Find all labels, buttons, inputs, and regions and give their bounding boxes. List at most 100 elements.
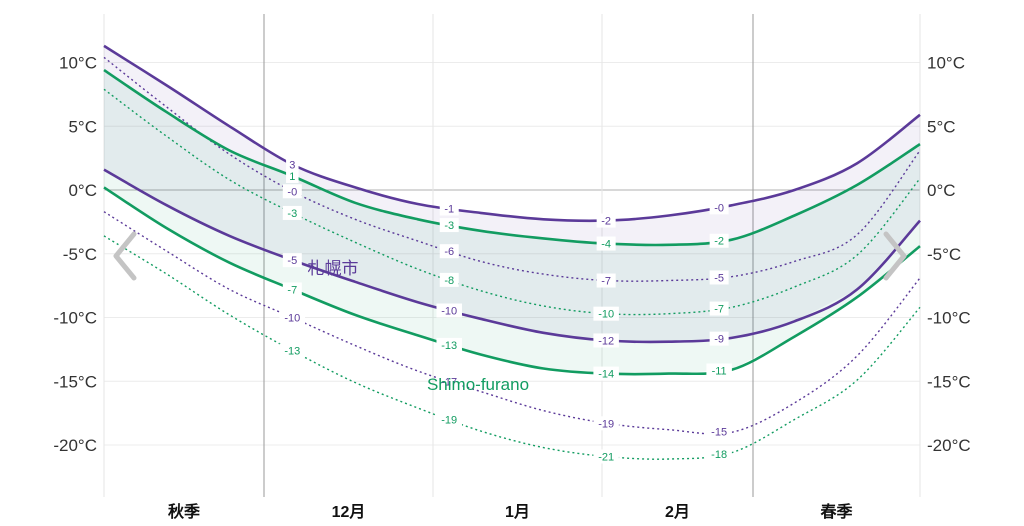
data-label: -8 bbox=[444, 275, 454, 287]
data-label-bg bbox=[279, 310, 306, 325]
data-label: -3 bbox=[444, 220, 454, 232]
data-label: -2 bbox=[601, 216, 611, 228]
data-label: -0 bbox=[714, 202, 724, 214]
data-label-bg bbox=[286, 157, 299, 172]
data-label: -2 bbox=[714, 236, 724, 248]
data-label: -19 bbox=[598, 418, 614, 430]
grid bbox=[103, 14, 921, 497]
next-arrow-icon[interactable] bbox=[878, 228, 912, 284]
data-label-bg bbox=[439, 244, 459, 259]
data-label: -7 bbox=[287, 284, 297, 296]
data-label-bg bbox=[439, 201, 459, 216]
y-tick-label-left: -10°C bbox=[53, 309, 97, 328]
data-label: -14 bbox=[598, 369, 614, 381]
data-label-bg bbox=[593, 416, 619, 431]
period-label: 春季 bbox=[819, 502, 853, 521]
series-name-shimo-furano: Shimo-furano bbox=[427, 375, 529, 394]
dotted-sapporo-low bbox=[103, 211, 921, 435]
y-tick-label-left: -15°C bbox=[53, 372, 97, 391]
y-tick-label-left: 5°C bbox=[68, 117, 97, 136]
line-shimo-furano-high bbox=[103, 69, 921, 247]
period-label: 12月 bbox=[332, 503, 366, 521]
series-lines bbox=[103, 44, 921, 460]
y-tick-label-right: 10°C bbox=[927, 54, 965, 73]
data-label-bg bbox=[439, 218, 459, 233]
data-label-bg bbox=[596, 273, 616, 288]
data-label-bg bbox=[706, 363, 732, 378]
data-label-bg bbox=[596, 236, 616, 251]
line-sapporo-low bbox=[103, 168, 921, 344]
data-label-bg bbox=[709, 200, 729, 215]
data-label: -1 bbox=[444, 203, 454, 215]
data-label: -10 bbox=[284, 313, 300, 325]
data-label-bg bbox=[593, 449, 619, 464]
data-label: -7 bbox=[601, 276, 611, 288]
data-label: -3 bbox=[287, 208, 297, 220]
data-label-bg bbox=[439, 272, 459, 287]
dotted-shimo-furano-high bbox=[103, 88, 921, 316]
y-tick-label-right: 5°C bbox=[927, 117, 956, 136]
data-label-bg bbox=[436, 412, 462, 427]
data-label-bg bbox=[282, 184, 302, 199]
y-tick-label-right: -15°C bbox=[927, 372, 971, 391]
data-label: 1 bbox=[289, 171, 295, 183]
data-label: -19 bbox=[441, 415, 457, 427]
data-label: -17 bbox=[441, 376, 457, 388]
y-tick-label-right: -5°C bbox=[927, 245, 961, 264]
y-tick-label-left: 0°C bbox=[68, 181, 97, 200]
line-shimo-furano-low bbox=[103, 186, 921, 376]
period-label: 2月 bbox=[665, 503, 690, 521]
data-label: -7 bbox=[714, 304, 724, 316]
data-label-bg bbox=[436, 337, 462, 352]
data-label-bg bbox=[596, 213, 616, 228]
data-label: -13 bbox=[441, 340, 457, 352]
series-name-sapporo: 札幌市 bbox=[308, 259, 359, 278]
data-label-bg bbox=[282, 253, 302, 268]
data-label: -4 bbox=[601, 239, 611, 251]
bands bbox=[104, 45, 920, 374]
y-tick-label-right: -20°C bbox=[927, 436, 971, 455]
previous-arrow-icon[interactable] bbox=[108, 228, 142, 284]
data-label-bg bbox=[706, 446, 732, 461]
data-label-bg bbox=[436, 303, 462, 318]
data-label: -10 bbox=[598, 309, 614, 321]
data-label-bg bbox=[709, 233, 729, 248]
y-tick-label-left: 10°C bbox=[59, 54, 97, 73]
period-label: 秋季 bbox=[168, 502, 201, 521]
data-label: -0 bbox=[287, 186, 297, 198]
data-label: -12 bbox=[598, 335, 614, 347]
data-label: -18 bbox=[711, 449, 727, 461]
data-label: -21 bbox=[598, 451, 614, 463]
data-label: -11 bbox=[712, 366, 727, 378]
data-label-bg bbox=[436, 374, 462, 389]
data-label: -10 bbox=[441, 305, 457, 317]
data-label-bg bbox=[282, 205, 302, 220]
data-label-bg bbox=[709, 301, 729, 316]
data-labels: 3 -1 -2 -0 -5 -10 -12 -9 -0 -6 -7 -5 -10 -17 -19 -15 1 -3… bbox=[279, 157, 732, 464]
data-label-bg bbox=[279, 343, 306, 358]
data-label-bg bbox=[282, 282, 302, 297]
data-label-bg bbox=[593, 366, 619, 381]
y-tick-label-right: 0°C bbox=[927, 181, 956, 200]
data-label-bg bbox=[706, 424, 732, 439]
data-label: -13 bbox=[284, 346, 300, 358]
line-sapporo-high bbox=[103, 44, 921, 223]
data-label-bg bbox=[286, 168, 299, 183]
data-label: -5 bbox=[714, 272, 724, 284]
dotted-shimo-furano-low bbox=[103, 235, 921, 460]
data-label: -15 bbox=[711, 427, 727, 439]
period-label: 1月 bbox=[505, 503, 530, 521]
band-shimo-furano bbox=[104, 70, 920, 374]
data-label: -6 bbox=[444, 246, 454, 258]
axes: 10°C 10°C 5°C 5°C 0°C 0°C -5°C -5°C -10°C -10°C -1… bbox=[53, 54, 970, 522]
data-label: -9 bbox=[714, 334, 724, 346]
y-tick-label-right: -10°C bbox=[927, 309, 971, 328]
data-label-bg bbox=[709, 331, 729, 346]
data-label-bg bbox=[593, 306, 619, 321]
dotted-sapporo-high bbox=[103, 56, 921, 282]
y-tick-label-left: -20°C bbox=[53, 436, 97, 455]
data-label-bg bbox=[709, 270, 729, 285]
y-tick-label-left: -5°C bbox=[63, 245, 97, 264]
data-label: 3 bbox=[289, 160, 295, 172]
